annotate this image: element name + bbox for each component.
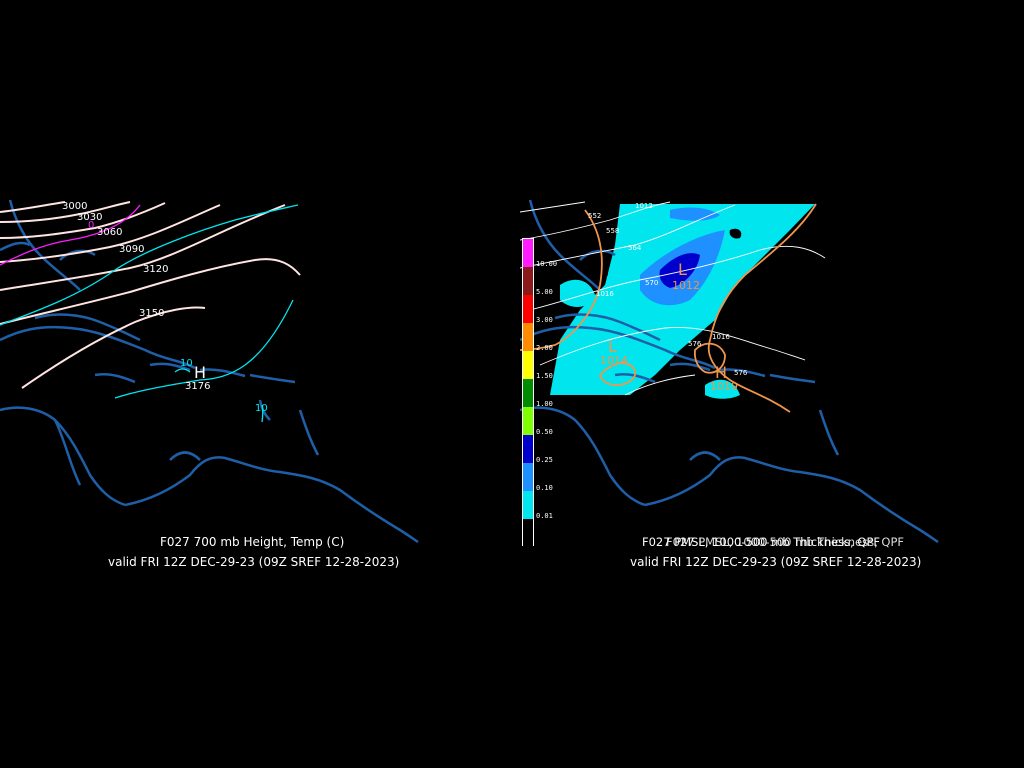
qpf-scale-label: 3.00 (536, 316, 553, 324)
temp-contours (0, 204, 299, 423)
qpf-scale-swatch (523, 379, 533, 407)
qpf-scale-label: 2.00 (536, 344, 553, 352)
temp-label: 10 (180, 358, 193, 369)
qpf-scale-swatch (523, 323, 533, 351)
qpf-scale-label: 5.00 (536, 288, 553, 296)
qpf-scale-swatch (523, 295, 533, 323)
isobar-label: 1016 (596, 290, 614, 298)
qpf-scale-label: 0.01 (536, 512, 553, 520)
left-map-title: F027 700 mb Height, Temp (C) (160, 535, 345, 549)
high-center-value: 3176 (185, 381, 210, 392)
thickness-label: 576 (734, 369, 748, 377)
height-contours (0, 201, 301, 389)
right-map-panel: 552 558 564 570 576 576 1012 1016 1016 L… (520, 200, 940, 550)
qpf-scale-label: 1.50 (536, 372, 553, 380)
low-pressure-symbol: L (678, 260, 687, 279)
qpf-scale-swatch (523, 463, 533, 491)
qpf-scale-swatch (523, 491, 533, 519)
thickness-label: 552 (588, 212, 601, 220)
high-pressure-symbol: H (194, 363, 206, 382)
qpf-heavy-area (659, 253, 700, 288)
height-label: 3060 (97, 227, 122, 238)
isobar-label-group: 1012 1016 1016 (596, 202, 730, 341)
coastline (0, 200, 419, 544)
isobar-label: 1012 (635, 202, 653, 210)
isobar-label: 1016 (712, 333, 730, 341)
left-map-svg: 3000 3030 3060 3090 3120 3150 0 10 10 H … (0, 200, 419, 544)
high-center-value: 1019 (710, 380, 738, 393)
thickness-label: 570 (645, 279, 658, 287)
qpf-scale-swatch (523, 351, 533, 379)
qpf-mid-area (670, 207, 720, 221)
high-pressure-symbol: H (715, 363, 727, 382)
qpf-scale-swatch (523, 519, 533, 547)
right-map-title: F027 PMSL, 1000-500 mb Thickness, QPF (642, 535, 881, 549)
coastline (520, 200, 939, 544)
height-label: 3120 (143, 264, 168, 275)
qpf-scale-label: 10.00 (536, 260, 558, 268)
qpf-scale-swatch (523, 239, 533, 267)
qpf-scale-label: 0.25 (536, 456, 553, 464)
height-label: 3090 (119, 244, 144, 255)
qpf-color-scale (522, 238, 534, 547)
qpf-light-area (705, 379, 740, 399)
qpf-gap (580, 263, 608, 282)
temp-label: 0 (88, 220, 94, 231)
qpf-scale-swatch (523, 267, 533, 295)
height-label: 3000 (62, 201, 87, 212)
qpf-scale-label: 1.00 (536, 400, 553, 408)
height-label: 3150 (139, 308, 164, 319)
left-map-valid-time: valid FRI 12Z DEC-29-23 (09Z SREF 12-28-… (108, 555, 400, 569)
thickness-contours (520, 201, 826, 396)
left-map-panel: 3000 3030 3060 3090 3120 3150 0 10 10 H … (0, 200, 420, 550)
qpf-scale-label: 0.50 (536, 428, 553, 436)
thickness-label-group: 552 558 564 570 576 576 (588, 212, 748, 377)
low-pressure-symbol: L (608, 337, 617, 356)
height-label-group: 3000 3030 3060 3090 3120 3150 (62, 201, 168, 319)
qpf-scale-label: 0.10 (536, 484, 553, 492)
right-map-valid-time: valid FRI 12Z DEC-29-23 (09Z SREF 12-28-… (630, 555, 922, 569)
temp-label: 10 (255, 403, 268, 414)
qpf-light-area (560, 279, 595, 307)
thickness-label: 576 (688, 340, 702, 348)
qpf-gap (729, 228, 742, 239)
thickness-label: 558 (606, 227, 619, 235)
low-center-value: 1012 (672, 279, 700, 292)
qpf-scale-swatch (523, 435, 533, 463)
right-map-title-overlap: F027 PMSL, 1000-500 mb Thickness, QPF (666, 535, 905, 549)
low-center-value: 1014 (600, 354, 628, 367)
thickness-label: 564 (628, 244, 642, 252)
height-label: 3030 (77, 212, 102, 223)
right-map-svg: 552 558 564 570 576 576 1012 1016 1016 L… (520, 200, 939, 544)
qpf-scale-swatch (523, 407, 533, 435)
